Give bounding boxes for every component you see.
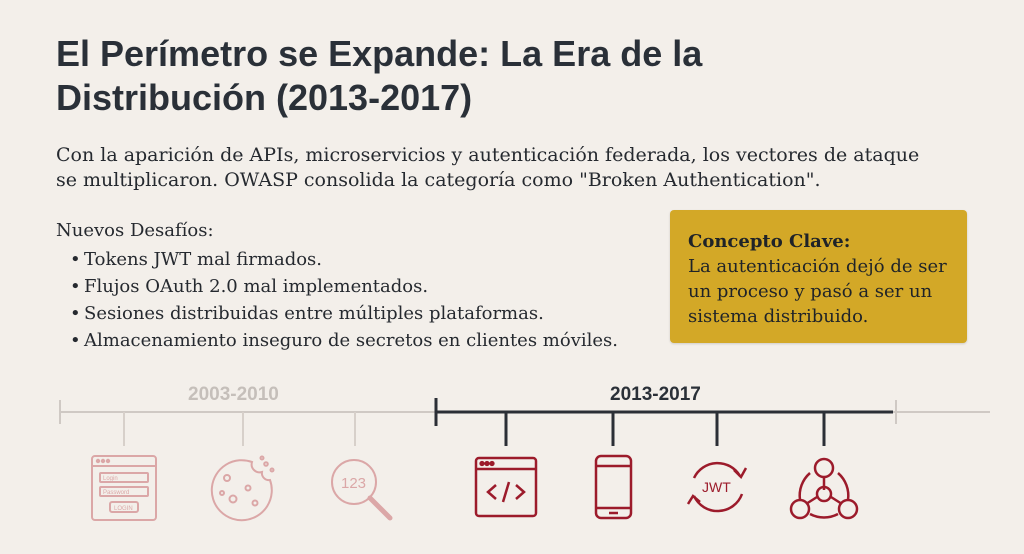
list-item: Flujos OAuth 2.0 mal implementados. (56, 273, 656, 300)
magnifier-123-icon: 123 (331, 459, 393, 521)
key-concept-title: Concepto Clave: (688, 231, 851, 252)
key-concept-card: Concepto Clave: La autenticación dejó de… (670, 210, 967, 343)
title-line-2: Distribución (2013-2017) (56, 77, 473, 118)
jwt-cycle-icon: JWT (686, 461, 748, 513)
distributed-network-icon (789, 457, 859, 520)
intro-paragraph: Con la aparición de APIs, microservicios… (56, 144, 920, 191)
login-field-label: Login (103, 476, 118, 482)
page-title: El Perímetro se Expande: La Era de la Di… (56, 32, 816, 120)
mobile-phone-icon (594, 454, 633, 520)
jwt-text: JWT (702, 479, 731, 495)
list-item: Sesiones distribuidas entre múltiples pl… (56, 300, 656, 327)
cookie-icon (210, 455, 275, 522)
login-button-label: LOGIN (114, 506, 133, 512)
timeline-label-current: 2013-2017 (610, 384, 701, 405)
key-concept-text: La autenticación dejó de ser un proceso … (688, 256, 947, 327)
challenges-heading: Nuevos Desafíos: (56, 220, 214, 241)
challenges-section: Nuevos Desafíos: Tokens JWT mal firmados… (56, 218, 656, 354)
timeline: 2003-2010 2013-2017 Login Password (0, 370, 1024, 554)
password-field-label: Password (103, 490, 129, 496)
login-form-icon: Login Password LOGIN (91, 455, 157, 521)
magnifier-text: 123 (341, 475, 366, 492)
code-window-icon (474, 456, 538, 518)
list-item: Tokens JWT mal firmados. (56, 246, 656, 273)
timeline-graphic: Login Password LOGIN 123 (59, 398, 990, 522)
title-line-1: El Perímetro se Expande: La Era de la (56, 33, 703, 74)
challenges-list: Tokens JWT mal firmados. Flujos OAuth 2.… (56, 246, 656, 354)
list-item: Almacenamiento inseguro de secretos en c… (56, 327, 656, 354)
timeline-label-past: 2003-2010 (188, 384, 279, 405)
